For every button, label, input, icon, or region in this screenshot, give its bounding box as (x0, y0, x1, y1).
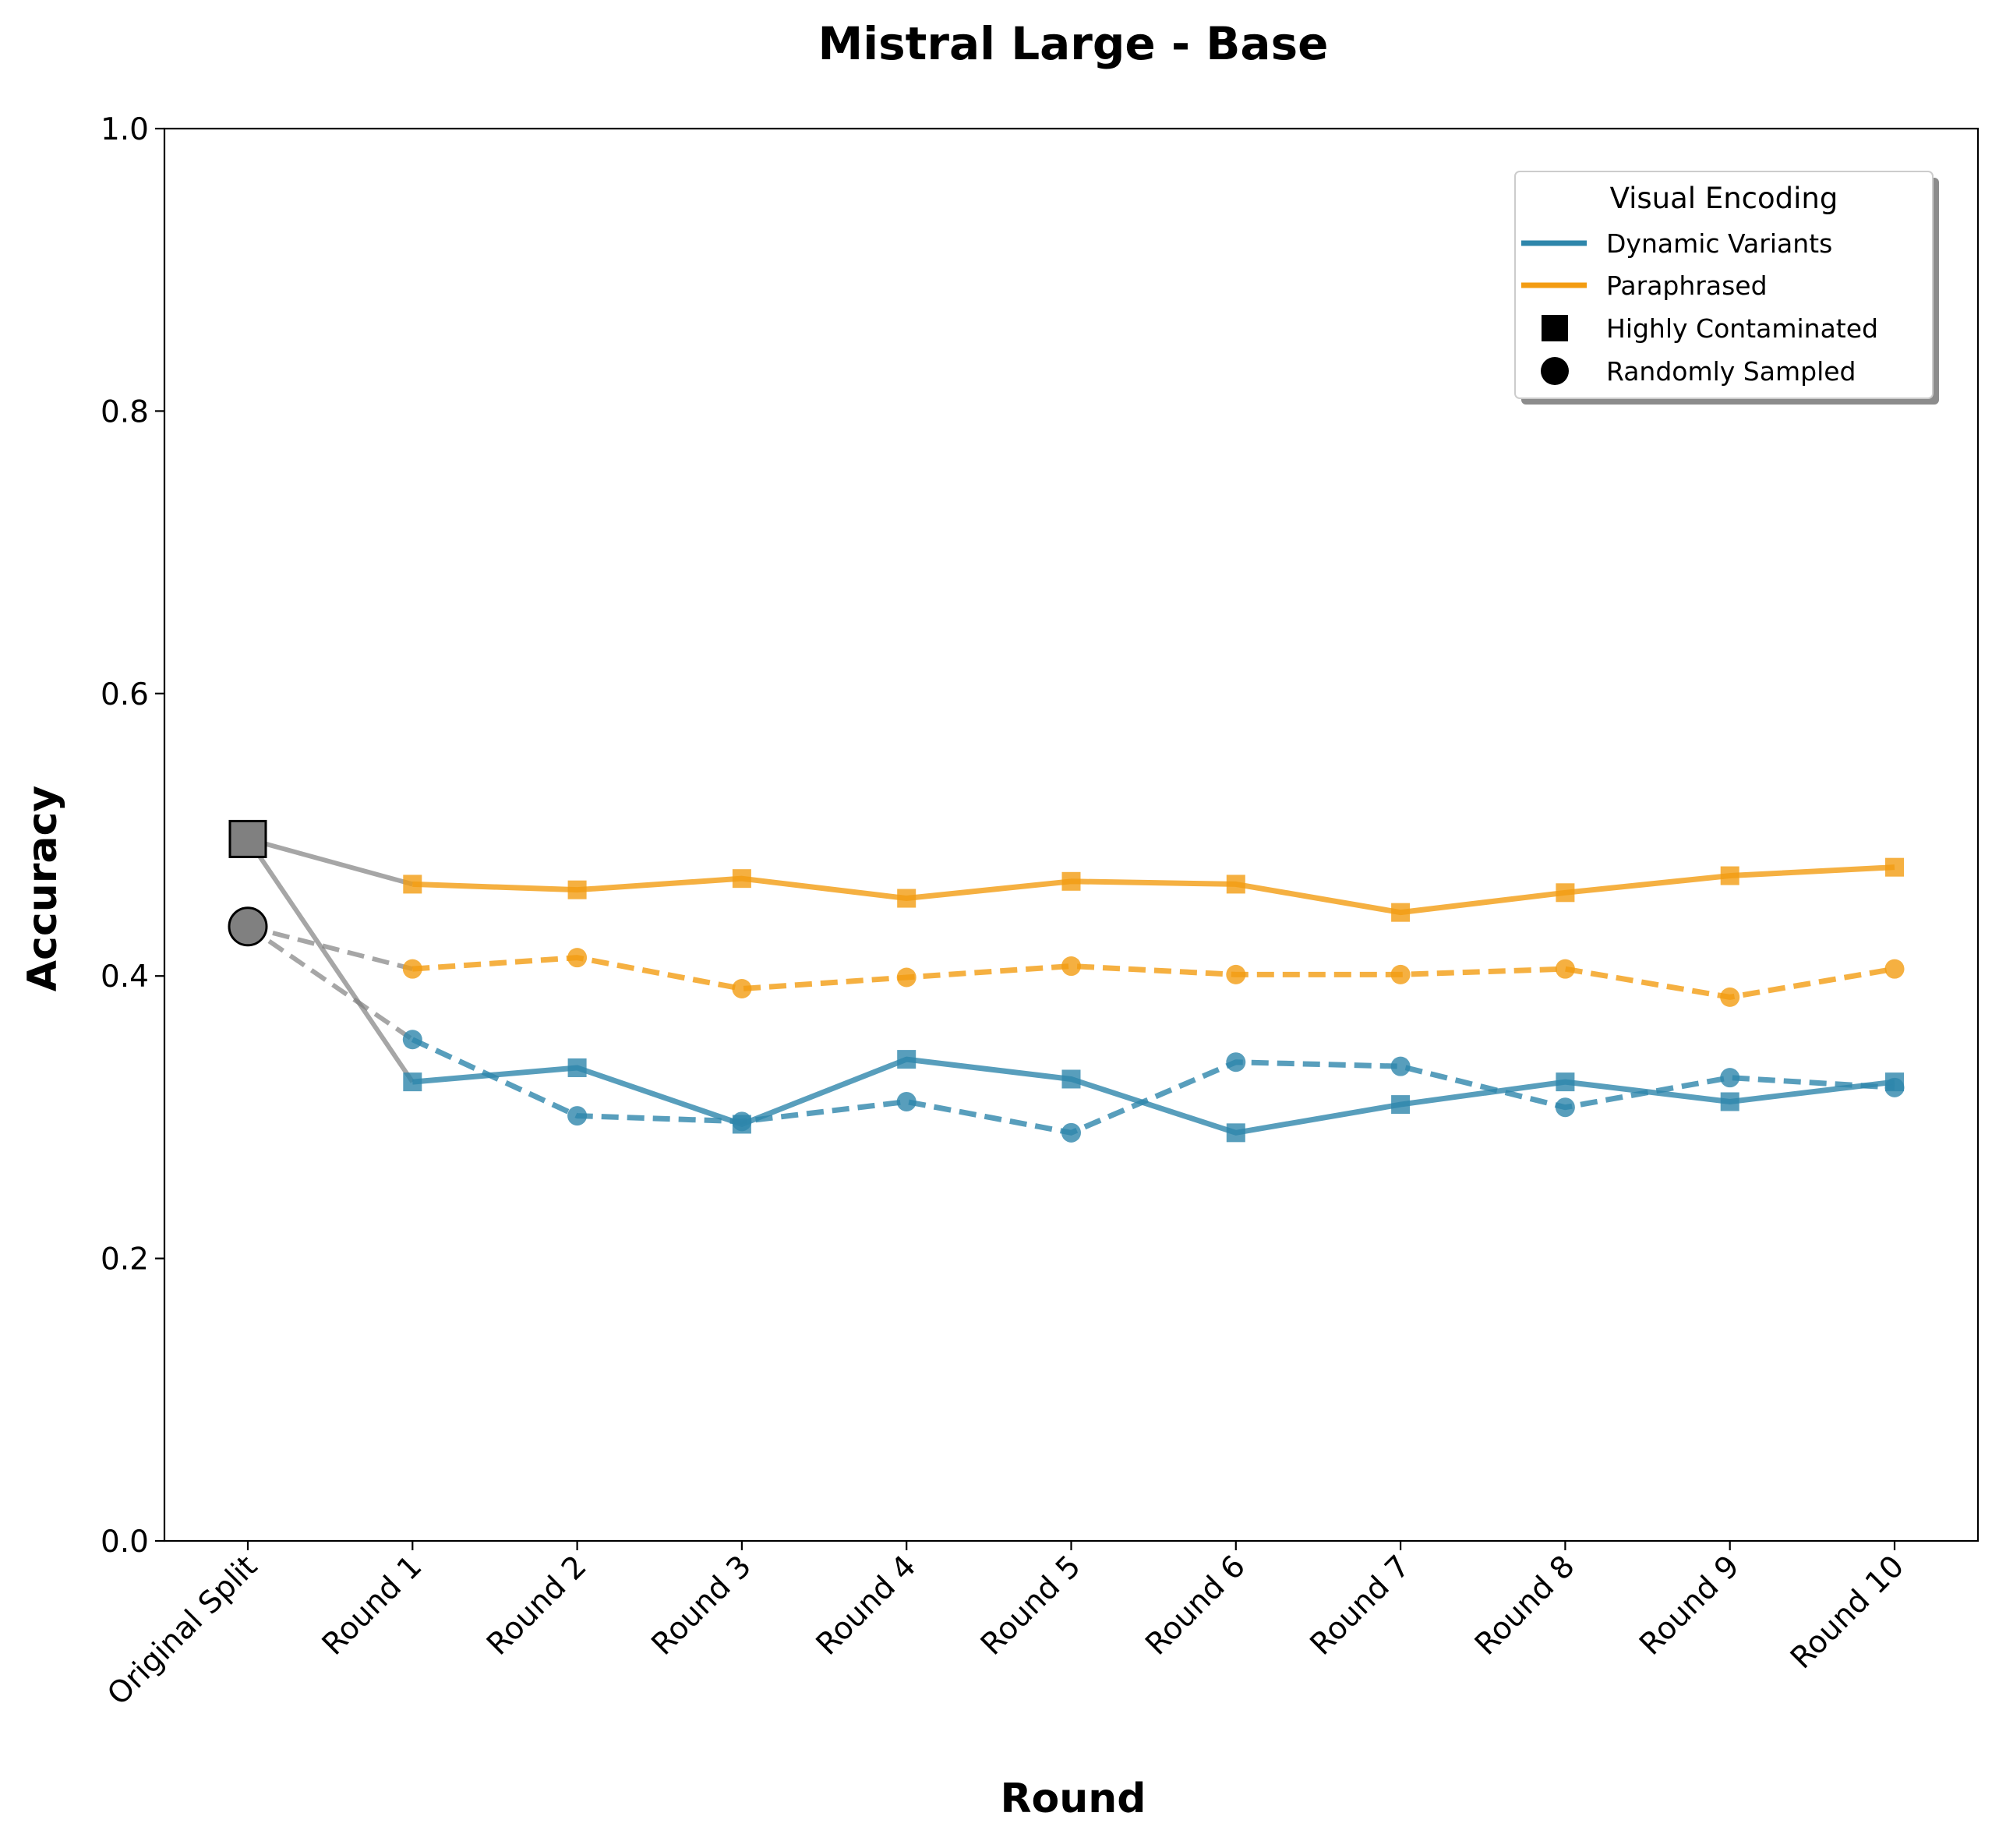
series-line-paraphrased-randomly-sampled (412, 955, 1895, 1000)
legend-title: Visual Encoding (1610, 182, 1838, 215)
data-point-dynamic-variants-highly-contaminated (403, 1072, 422, 1092)
legend-label: Paraphrased (1606, 270, 1768, 301)
data-point-dynamic-variants-randomly-sampled (1720, 1068, 1740, 1088)
data-point-dynamic-variants-highly-contaminated (567, 1058, 587, 1077)
x-tick-label: Round 5 (974, 1549, 1087, 1662)
data-point-paraphrased-randomly-sampled (402, 959, 422, 979)
data-point-paraphrased-randomly-sampled (1884, 959, 1905, 979)
data-point-dynamic-variants-randomly-sampled (732, 1111, 752, 1132)
data-point-dynamic-variants-highly-contaminated (1391, 1095, 1411, 1115)
data-point-dynamic-variants-randomly-sampled (1390, 1056, 1411, 1076)
y-tick-label: 0.0 (101, 1525, 149, 1560)
x-tick-label: Round 6 (1139, 1549, 1252, 1662)
data-point-paraphrased-highly-contaminated (897, 889, 917, 908)
x-tick-label: Round 7 (1304, 1549, 1417, 1662)
data-point-paraphrased-highly-contaminated (1885, 857, 1904, 877)
data-point-dynamic-variants-highly-contaminated (897, 1050, 917, 1069)
x-tick-label: Round 2 (480, 1549, 593, 1662)
x-tick-label: Round 10 (1784, 1549, 1911, 1676)
data-point-paraphrased-highly-contaminated (732, 869, 751, 889)
y-axis-title: Accuracy (19, 786, 66, 991)
original-split-connector (247, 924, 414, 972)
data-point-dynamic-variants-highly-contaminated (1720, 1092, 1739, 1111)
x-tick-label: Round 8 (1468, 1549, 1581, 1662)
legend-label: Dynamic Variants (1606, 228, 1832, 259)
x-tick-label: Original Split (101, 1549, 264, 1712)
data-point-paraphrased-highly-contaminated (1556, 883, 1575, 903)
original-split-connector (245, 837, 415, 1083)
chart-title: Mistral Large - Base (818, 17, 1329, 70)
data-point-dynamic-variants-highly-contaminated (1226, 1123, 1245, 1143)
legend-label: Highly Contaminated (1606, 313, 1878, 344)
y-tick-label: 0.6 (101, 677, 149, 712)
data-point-dynamic-variants-randomly-sampled (567, 1106, 588, 1126)
y-tick-label: 0.4 (101, 959, 149, 995)
data-point-paraphrased-highly-contaminated (567, 880, 587, 899)
y-tick-label: 1.0 (101, 112, 149, 147)
data-point-dynamic-variants-randomly-sampled (896, 1091, 917, 1111)
data-point-paraphrased-highly-contaminated (1720, 866, 1739, 885)
legend-swatch-square (1542, 315, 1568, 341)
x-tick-label: Round 1 (316, 1549, 429, 1662)
data-point-paraphrased-randomly-sampled (732, 979, 752, 999)
original-split-highly-contaminated-marker (228, 819, 267, 858)
x-tick-label: Round 4 (810, 1549, 923, 1662)
x-tick-label: Round 9 (1633, 1549, 1746, 1662)
data-point-paraphrased-highly-contaminated (1061, 871, 1081, 891)
data-point-paraphrased-randomly-sampled (1226, 964, 1246, 984)
data-point-dynamic-variants-highly-contaminated (1556, 1072, 1575, 1092)
data-point-paraphrased-randomly-sampled (1720, 987, 1740, 1007)
data-point-dynamic-variants-randomly-sampled (402, 1030, 422, 1050)
legend: Visual Encoding Dynamic Variants Paraphras… (1514, 171, 1939, 405)
original-split-connector (246, 924, 414, 1042)
x-tick-label: Round 3 (645, 1549, 758, 1662)
data-point-paraphrased-highly-contaminated (1226, 875, 1245, 894)
legend-swatch-circle (1541, 357, 1569, 385)
original-split-connector (247, 836, 414, 887)
original-split-randomly-sampled-marker (228, 906, 268, 947)
data-point-paraphrased-randomly-sampled (1555, 959, 1575, 979)
data-point-paraphrased-randomly-sampled (1061, 956, 1081, 977)
series-line-dynamic-variants-highly-contaminated (412, 1056, 1895, 1136)
series-line-paraphrased-highly-contaminated (412, 864, 1895, 916)
data-point-dynamic-variants-randomly-sampled (1226, 1052, 1246, 1072)
x-axis-title: Round (1000, 1776, 1146, 1822)
data-point-dynamic-variants-highly-contaminated (1061, 1069, 1081, 1089)
data-point-paraphrased-randomly-sampled (896, 967, 917, 988)
series-line-dynamic-variants-randomly-sampled (411, 1037, 1895, 1136)
data-point-dynamic-variants-randomly-sampled (1555, 1097, 1575, 1118)
data-point-paraphrased-randomly-sampled (1390, 964, 1411, 984)
y-tick-label: 0.2 (101, 1242, 149, 1277)
legend-label: Randomly Sampled (1606, 356, 1856, 387)
y-tick-label: 0.8 (101, 394, 149, 429)
legend-box (1514, 171, 1934, 399)
data-point-paraphrased-highly-contaminated (1391, 903, 1411, 922)
data-point-dynamic-variants-randomly-sampled (1061, 1122, 1081, 1143)
data-point-paraphrased-highly-contaminated (403, 875, 422, 894)
data-point-dynamic-variants-randomly-sampled (1884, 1077, 1905, 1097)
data-point-paraphrased-randomly-sampled (567, 948, 588, 968)
